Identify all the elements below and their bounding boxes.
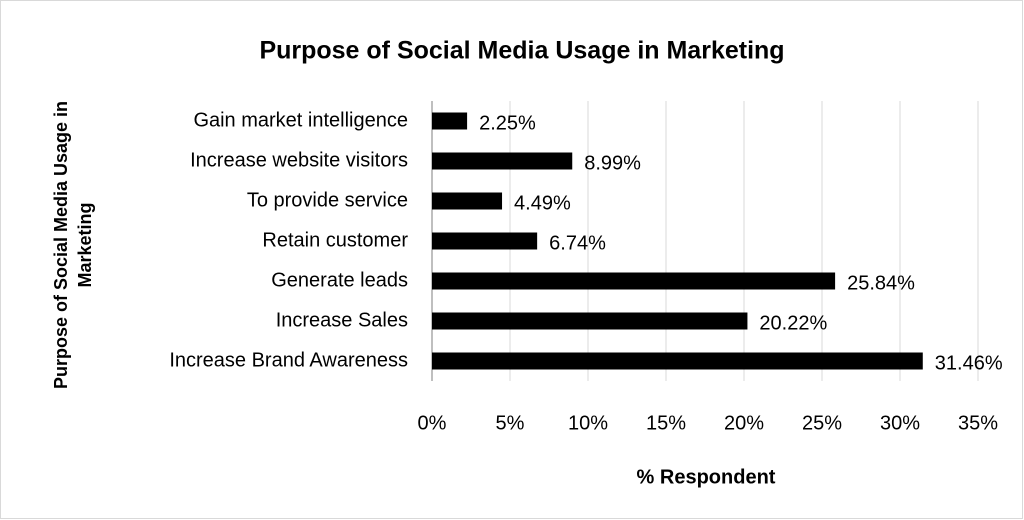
data-label: 2.25% [479,112,536,134]
x-tick-label: 25% [802,412,842,434]
x-axis-label: % Respondent [637,466,776,488]
y-tick-label: Increase Brand Awareness [169,349,408,371]
x-tick-label: 5% [496,412,525,434]
y-tick-label: Increase website visitors [190,149,408,171]
x-tick-label: 0% [418,412,447,434]
y-tick-label: Retain customer [262,229,408,251]
bar [432,192,503,210]
chart-title: Purpose of Social Media Usage in Marketi… [259,37,784,65]
bar [432,272,836,290]
data-label: 4.49% [514,192,571,214]
bar [432,232,538,250]
x-tick-label: 15% [646,412,686,434]
y-axis-label: Marketing [75,202,95,287]
y-tick-label: Gain market intelligence [193,109,408,131]
y-tick-label: Increase Sales [276,309,408,331]
data-label: 8.99% [584,152,641,174]
bar [432,112,468,130]
x-tick-label: 30% [880,412,920,434]
x-tick-label: 35% [958,412,998,434]
x-tick-label: 10% [568,412,608,434]
data-label: 31.46% [935,352,1003,374]
bar [432,312,748,330]
bar [432,352,923,370]
y-tick-label: Generate leads [271,269,408,291]
data-label: 25.84% [847,272,915,294]
data-label: 20.22% [759,312,827,334]
y-tick-label: To provide service [247,189,408,211]
bar [432,152,573,170]
y-axis-label: Purpose of Social Media Usage in [51,101,71,389]
data-label: 6.74% [549,232,606,254]
x-tick-label: 20% [724,412,764,434]
